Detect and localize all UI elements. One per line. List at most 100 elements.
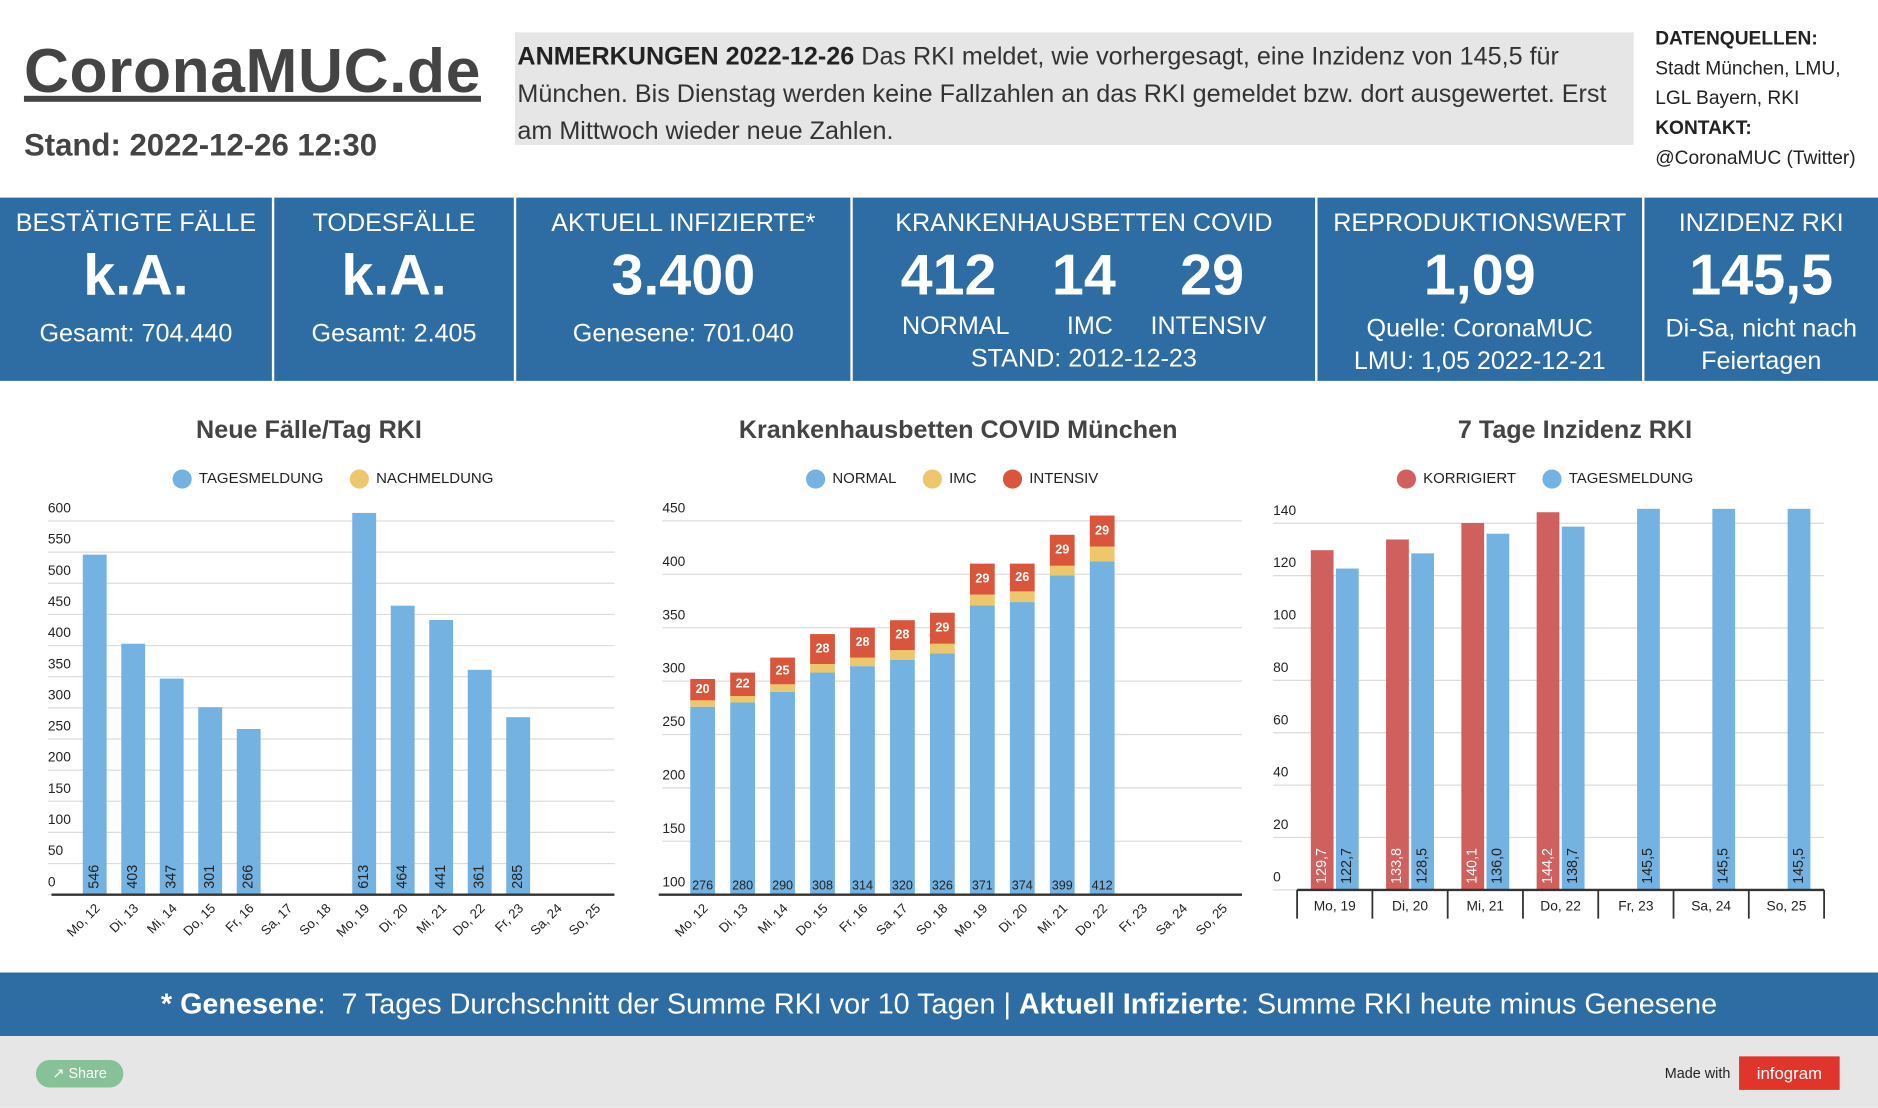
charts: Neue Fälle/Tag RKI TAGESMELDUNG NACHMELDUN… [47,416,1825,940]
y-tick-label: 60 [1273,712,1289,727]
value-label: 374 [1012,879,1033,893]
kpi-item-label: NORMAL [901,312,1010,341]
value-label: 347 [163,865,179,889]
bar [1335,568,1359,890]
value-label: 122,7 [1339,848,1355,884]
legend-swatch [172,469,192,489]
value-label: 128,5 [1414,848,1430,884]
x-tick-label: Do, 22 [1540,898,1581,913]
value-label: 29 [1055,543,1069,557]
kpi-note: LMU: 1,05 2022-12-21 [1353,347,1606,375]
x-tick-label: Mo, 12 [672,901,711,940]
y-tick-label: 150 [48,781,71,796]
bar [730,696,756,703]
bar [121,643,146,895]
x-tick-label: Di, 20 [376,901,411,936]
bar [159,678,184,895]
bar [770,657,795,685]
kpi-label: KRANKENHAUSBETTEN COVID [895,209,1273,238]
kpi-divider [271,197,275,381]
footnote: * Genesene: 7 Tages Durchschnitt der Sum… [0,972,1878,1037]
kpi-note: Feiertagen [1701,347,1822,375]
x-tick-label: Mo, 19 [1314,898,1356,913]
footnote-part: : 7 Tages Durchschnitt der Summe RKI vor… [317,988,1019,1021]
kpi-value: k.A. [341,244,447,308]
bar [850,627,875,658]
infogram-logo[interactable]: infogram [1739,1056,1840,1090]
kpi-box: REPRODUKTIONSWERT 1,09 Quelle: CoronaMUC LM… [1317,198,1642,381]
y-tick-label: 40 [1273,765,1289,780]
x-tick-label: Mi, 14 [755,901,791,937]
legend-swatch [922,469,942,489]
x-tick-label: Fr, 23 [492,901,526,935]
y-tick-label: 400 [662,554,685,569]
share-label: Share [68,1064,107,1082]
bar [467,669,492,895]
bar [1386,539,1409,890]
bar [1009,591,1035,603]
made-with: Made with [1664,1064,1731,1082]
bar [390,605,415,895]
kpi-label: REPRODUKTIONSWERT [1333,209,1627,238]
y-tick-label: 20 [1273,817,1289,832]
x-tick-label: Di, 20 [1392,898,1428,913]
value-label: 129,7 [1314,848,1330,884]
kpi-item-label: INTENSIV [1150,312,1267,341]
kpi-box: BESTÄTIGTE FÄLLE k.A. Gesamt: 704.440 [0,198,272,381]
legend-swatch [349,469,369,489]
bar [730,672,756,697]
bar [969,563,995,595]
legend: NORMAL IMC INTENSIV [806,469,1098,489]
x-tick-label: Sa, 17 [873,901,911,939]
kpi-label: AKTUELL INFIZIERTE* [551,209,816,238]
bar [770,684,795,692]
value-label: 308 [812,879,833,893]
legend-label: KORRIGIERT [1423,470,1516,487]
legend-label: INTENSIV [1029,470,1098,487]
value-label: 280 [732,879,753,893]
x-tick-label: Di, 20 [995,901,1030,936]
x-tick-label: Do, 15 [180,901,218,939]
kpi-value: 3.400 [611,244,756,308]
bar [969,605,995,895]
bar [236,729,261,895]
bar [1561,526,1585,890]
bar [1089,546,1115,562]
kpi-note: Genesene: 701.040 [572,319,794,348]
y-tick-label: 350 [48,656,71,671]
y-tick-label: 450 [662,501,685,516]
site-title[interactable]: CoronaMUC.de [23,37,481,107]
y-tick-label: 0 [1273,870,1281,885]
notes-heading: ANMERKUNGEN 2022-12-26 [517,43,855,71]
bar [1049,575,1075,895]
sources-line: LGL Bayern, RKI [1655,88,1800,109]
bar [1411,553,1434,890]
kpi-value: 1,09 [1423,244,1536,308]
contact-heading: KONTAKT: [1655,118,1752,139]
value-label: 546 [87,865,103,889]
kpi-value: k.A. [83,244,189,308]
x-tick-label: Mi, 21 [1467,898,1505,913]
legend-label: IMC [949,470,977,487]
y-tick-label: 250 [662,714,685,729]
value-label: 145,5 [1716,848,1732,884]
kpi-notes: Genesene: 701.040 [516,317,850,349]
x-tick-label: Mo, 12 [64,901,103,940]
y-tick-label: 150 [662,821,685,836]
value-label: 133,8 [1389,848,1405,884]
share-button[interactable]: ↗ Share [35,1059,124,1088]
x-tick-label: Di, 13 [716,901,751,936]
kpi-notes: Quelle: CoronaMUC LMU: 1,05 2022-12-21 [1317,313,1642,378]
legend-swatch [806,469,826,489]
kpi-note: Di-Sa, nicht nach [1665,314,1857,343]
bar [1486,533,1510,890]
value-label: 138,7 [1565,848,1581,884]
legend-label: NACHMELDUNG [376,470,493,487]
bar [1049,565,1075,576]
bar [810,672,835,895]
x-tick-label: So, 25 [566,901,604,939]
kpi-value: 412 [900,244,997,308]
value-label: 26 [1015,570,1029,584]
value-label: 145,5 [1640,848,1656,884]
